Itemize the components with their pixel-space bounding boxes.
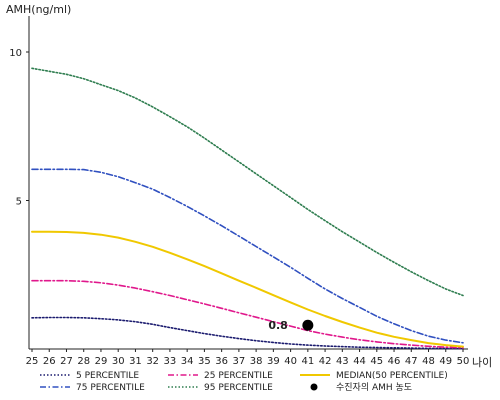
x-tick-label: 35 [198, 356, 211, 367]
series-line-4 [31, 67, 464, 297]
x-tick-label: 28 [77, 356, 90, 367]
patient-amh-label: 0.8 [268, 319, 288, 332]
legend-label-1: 25 PERCENTILE [204, 371, 273, 381]
x-tick-label: 44 [353, 356, 366, 367]
series-line-2 [31, 230, 464, 348]
legend-label-5: 수진자의 AMH 농도 [336, 382, 412, 393]
x-tick-label: 42 [319, 356, 332, 367]
x-tick-label: 32 [146, 356, 159, 367]
x-tick-label: 48 [422, 356, 435, 367]
x-axis-title: 나이 [472, 356, 492, 369]
legend-label-4: 95 PERCENTILE [204, 383, 273, 393]
patient-point-group: 0.8 [268, 319, 314, 332]
series-line-0 [31, 316, 464, 350]
x-tick-label: 49 [439, 356, 452, 367]
x-tick-label: 38 [250, 356, 263, 367]
legend-label-0: 5 PERCENTILE [76, 371, 139, 381]
legend: 5 PERCENTILE 25 PERCENTILE MEDIAN(50 PERCE… [40, 371, 448, 393]
series-lines [31, 67, 464, 350]
x-tick-label: 41 [301, 356, 314, 367]
x-tick-label: 30 [112, 356, 125, 367]
legend-swatch-dot [310, 383, 318, 391]
x-tick-label: 33 [164, 356, 177, 367]
x-tick-label: 26 [43, 356, 56, 367]
series-line-1 [31, 279, 464, 349]
x-tick-label: 31 [129, 356, 142, 367]
x-tick-label: 27 [60, 356, 73, 367]
x-tick-label: 39 [267, 356, 280, 367]
patient-amh-point [302, 319, 314, 331]
x-tick-label: 40 [284, 356, 297, 367]
x-tick-label: 29 [95, 356, 108, 367]
x-tick-label: 37 [233, 356, 246, 367]
x-tick-label: 50 [457, 356, 470, 367]
x-tick-label: 45 [370, 356, 383, 367]
y-tick-label: 10 [9, 48, 22, 59]
series-line-3 [31, 168, 464, 344]
y-tick-label: 5 [16, 197, 22, 208]
x-ticks: 25 26 27 28 29 30 31 32 33 34 35 36 37 38 39 40 41 42 43 44… [26, 349, 470, 367]
x-tick-label: 46 [388, 356, 401, 367]
x-tick-label: 47 [405, 356, 418, 367]
x-tick-label: 36 [215, 356, 228, 367]
legend-label-2: MEDIAN(50 PERCENTILE) [336, 371, 448, 381]
legend-label-3: 75 PERCENTILE [76, 383, 145, 393]
y-ticks: 5 10 [9, 48, 29, 208]
x-tick-label: 34 [181, 356, 194, 367]
y-axis-title: AMH(ng/ml) [6, 3, 71, 16]
x-tick-label: 43 [336, 356, 349, 367]
x-tick-label: 25 [26, 356, 39, 367]
